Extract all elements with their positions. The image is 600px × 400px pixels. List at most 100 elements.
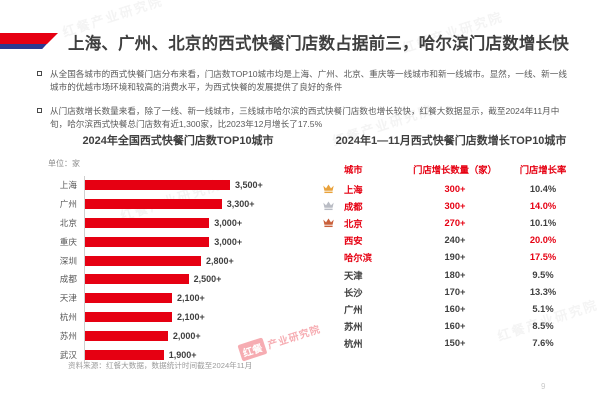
bar [85,217,210,228]
growth-count-cell: 300+ [444,200,466,211]
bar-row: 上海 3,500+ [40,176,316,195]
column-header: 门店增长率 [519,165,567,175]
bar-value-label: 1,900+ [168,349,197,360]
growth-count-cell: 160+ [444,303,466,314]
bar-city-label: 天津 [59,293,77,304]
bar-value-label: 2,500+ [193,274,222,285]
bar-area: 2,100+ [84,288,316,308]
bar-area: 1,900+ [84,345,316,364]
growth-table-title: 2024年1—11月西式快餐门店数增长TOP10城市 [335,135,567,147]
bar-city-label: 重庆 [59,236,77,247]
bar [85,349,164,360]
rank-empty-cell [322,266,344,283]
bar-row: 重庆 3,000+ [40,232,316,252]
growth-table-panel: 2024年1—11月西式快餐门店数增长TOP10城市 城市 门店增长数量（家） 门店… [318,132,584,349]
bar-row: 天津 2,100+ [40,288,316,308]
city-cell: 西安 [344,236,363,247]
bar-row: 北京 3,000+ [40,213,316,233]
table-row: 上海 300+ 10.4% [322,180,580,197]
growth-rate-cell: 7.6% [532,338,554,349]
bar-row: 深圳 2,800+ [40,251,316,270]
bar [85,311,172,322]
bar-city-label: 武汉 [59,349,77,360]
city-cell: 哈尔滨 [344,253,372,264]
rank-empty-cell [322,318,344,335]
bar-area: 3,500+ [84,176,316,195]
rank-empty-cell [322,249,344,266]
bar-city-label: 杭州 [59,311,77,322]
city-cell: 上海 [344,184,363,195]
bar-row: 武汉 1,900+ [40,345,316,364]
table-row: 哈尔滨 190+ 17.5% [322,249,580,266]
bar-value-label: 2,000+ [172,330,201,341]
growth-rate-cell: 10.4% [529,183,557,194]
unit-label: 单位：家 [48,159,80,168]
city-cell: 杭州 [344,339,363,350]
column-header: 门店增长数量（家） [413,165,497,175]
source-note: 资料来源：红餐大数据，数据统计时间截至2024年11月 [68,361,253,370]
bar-value-label: 2,100+ [177,311,205,322]
bar-city-label: 北京 [59,217,77,228]
bar-area: 3,000+ [84,232,316,252]
city-cell: 广州 [344,304,363,315]
growth-rate-cell: 17.5% [529,252,557,263]
growth-rate-cell: 8.5% [532,321,554,332]
table-row: 西安 240+ 20.0% [322,232,580,249]
growth-count-cell: 190+ [444,252,466,263]
column-header: 城市 [344,165,363,175]
bullet-item: 从门店数增长数量来看，除了一线、新一线城市，三线城市哈尔滨的西式快餐门店数也增长… [37,105,572,132]
rank-crown-cell [322,180,344,197]
bar-value-label: 3,300+ [226,199,255,210]
crown-icon [323,184,334,194]
title-accent-ribbon [0,33,58,49]
rank-empty-cell [322,232,344,249]
bar-value-label: 3,000+ [214,217,243,228]
bar-row: 杭州 2,100+ [40,307,316,327]
rank-empty-cell [322,300,344,317]
table-header-row: 城市 门店增长数量（家） 门店增长率 [322,158,580,180]
growth-rate-cell: 10.1% [529,217,557,228]
bar-area: 2,000+ [84,326,316,346]
table-row: 杭州 150+ 7.6% [322,335,580,352]
bar-chart-panel: 2024年全国西式快餐门店数TOP10城市 单位：家 上海 3,500+ 广州 3,3… [40,132,316,370]
growth-rate-cell: 9.5% [532,269,554,280]
growth-count-cell: 170+ [444,286,466,297]
page-title: 上海、广州、北京的西式快餐门店数占据前三，哈尔滨门店数增长快 [68,35,569,53]
table-row: 苏州 160+ 8.5% [322,318,580,335]
bar-chart-title: 2024年全国西式快餐门店数TOP10城市 [82,135,274,147]
table-row: 天津 180+ 9.5% [322,266,580,283]
bar-city-label: 深圳 [59,255,77,266]
page-number: 9 [541,382,546,391]
bar [85,255,201,266]
bar-city-label: 广州 [59,199,77,210]
crown-icon [323,218,334,228]
growth-count-cell: 160+ [444,321,466,332]
growth-rate-cell: 14.0% [529,200,557,211]
bar [85,293,172,304]
bar [85,274,189,285]
bar-row: 苏州 2,000+ [40,326,316,346]
rank-crown-cell [322,214,344,231]
square-bullet-icon [37,107,42,113]
bar-value-label: 2,100+ [177,293,205,304]
bullet-text: 从全国各城市的西式快餐门店分布来看，门店数TOP10城市均是上海、广州、北京、重… [50,69,567,93]
growth-count-cell: 150+ [444,338,466,349]
growth-count-cell: 240+ [444,235,466,246]
city-cell: 苏州 [344,322,363,333]
bar-area: 2,800+ [84,251,316,270]
growth-count-cell: 300+ [444,183,466,194]
city-cell: 成都 [344,201,363,212]
rank-empty-cell [322,283,344,300]
bar-row: 广州 3,300+ [40,194,316,214]
growth-rate-cell: 5.1% [532,303,554,314]
table-row: 北京 270+ 10.1% [322,214,580,231]
bar-value-label: 3,500+ [235,180,263,191]
bar [85,236,210,247]
table-row: 成都 300+ 14.0% [322,197,580,214]
rank-empty-cell [322,335,344,352]
bar-row: 成都 2,500+ [40,269,316,289]
bar-area: 3,300+ [84,194,316,214]
city-cell: 北京 [344,218,363,229]
bar-area: 2,500+ [84,269,316,289]
table-row: 广州 160+ 5.1% [322,300,580,317]
